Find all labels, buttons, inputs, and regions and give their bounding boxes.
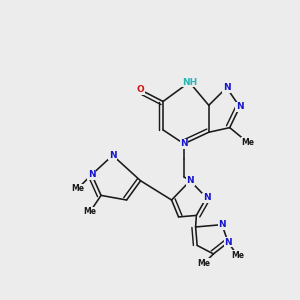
Text: N: N <box>186 176 194 185</box>
Text: N: N <box>218 220 226 229</box>
Text: Me: Me <box>198 259 211 268</box>
Text: N: N <box>180 139 188 148</box>
Text: Me: Me <box>84 207 97 216</box>
Text: NH: NH <box>182 78 197 87</box>
Text: N: N <box>223 83 230 92</box>
Text: N: N <box>109 151 116 160</box>
Text: Me: Me <box>241 138 254 147</box>
Text: Me: Me <box>231 251 244 260</box>
Text: N: N <box>202 193 210 202</box>
Text: N: N <box>224 238 232 247</box>
Text: N: N <box>88 170 96 179</box>
Text: Me: Me <box>71 184 84 193</box>
Text: N: N <box>236 102 244 111</box>
Text: O: O <box>137 85 145 94</box>
